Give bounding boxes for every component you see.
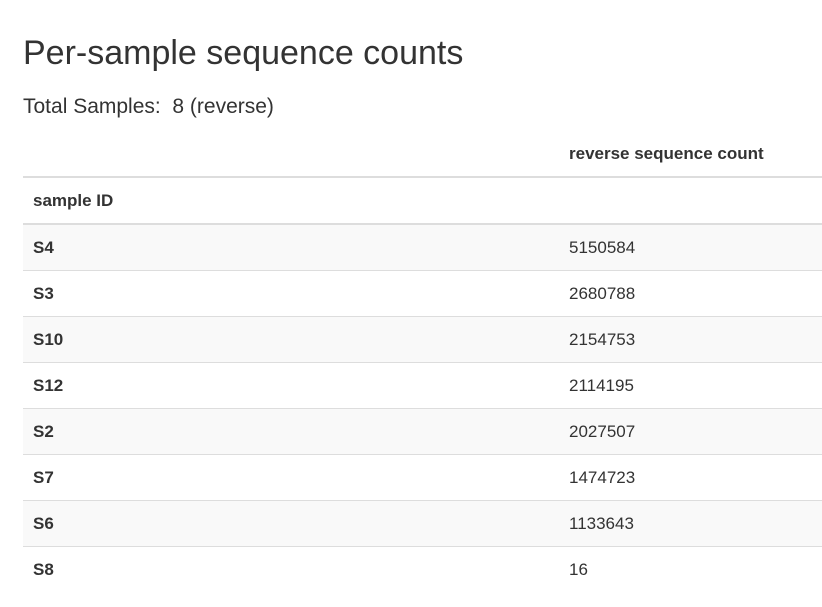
table-row: S10 2154753 — [23, 316, 822, 363]
sample-id-cell: S4 — [33, 237, 54, 257]
total-samples-label: Total Samples: — [23, 95, 161, 118]
count-cell: 2680788 — [559, 270, 822, 317]
page-title: Per-sample sequence counts — [23, 34, 464, 72]
sample-id-cell: S7 — [23, 454, 559, 501]
count-cell: 2027507 — [559, 408, 822, 455]
table-row: S2 2027507 — [23, 408, 822, 455]
sample-id-cell: S12 — [23, 362, 559, 409]
index-header-row: sample ID — [23, 177, 822, 225]
sequence-count-table: reverse sequence count sample ID S4 5150… — [23, 132, 822, 592]
index-header-sample-id: sample ID — [23, 177, 559, 225]
column-header-reverse-count: reverse sequence count — [559, 132, 822, 178]
sample-id-cell: S10 — [23, 316, 559, 363]
count-cell: 2114195 — [559, 362, 822, 409]
column-header-row: reverse sequence count — [23, 132, 822, 178]
table-row: S4 5150584 — [23, 224, 822, 271]
total-samples-value: 8 (reverse) — [172, 95, 274, 118]
total-samples: Total Samples: 8 (reverse) — [23, 94, 274, 120]
sample-id-cell: S3 — [23, 270, 559, 317]
count-cell: 16 — [559, 546, 822, 592]
table-row: S7 1474723 — [23, 454, 822, 501]
table-row: S12 2114195 — [23, 362, 822, 409]
table-row: S8 16 — [23, 546, 822, 592]
count-cell: 1133643 — [559, 500, 822, 547]
count-cell: 2154753 — [559, 316, 822, 363]
sample-id-cell: S2 — [23, 408, 559, 455]
sample-id-cell: S8 — [23, 546, 559, 592]
sample-id-cell: S6 — [23, 500, 559, 547]
count-cell: 1474723 — [559, 454, 822, 501]
count-cell: 5150584 — [569, 237, 636, 257]
blank-header-cell — [23, 132, 559, 178]
table-row: S6 1133643 — [23, 500, 822, 547]
blank-index-cell — [559, 177, 822, 225]
table-row: S3 2680788 — [23, 270, 822, 317]
